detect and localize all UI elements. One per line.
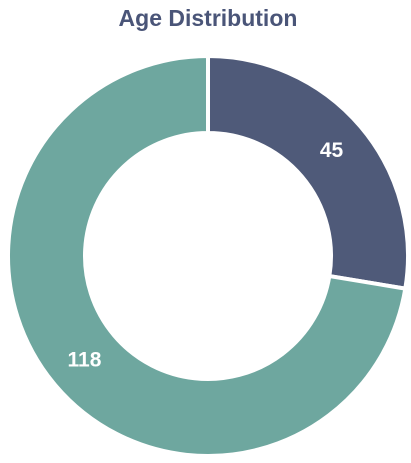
data-label: 118 (68, 348, 102, 371)
donut-slice (6, 53, 408, 458)
data-label: 45 (320, 139, 344, 162)
chart-title: Age Distribution (119, 5, 298, 31)
donut-slice (206, 53, 410, 291)
